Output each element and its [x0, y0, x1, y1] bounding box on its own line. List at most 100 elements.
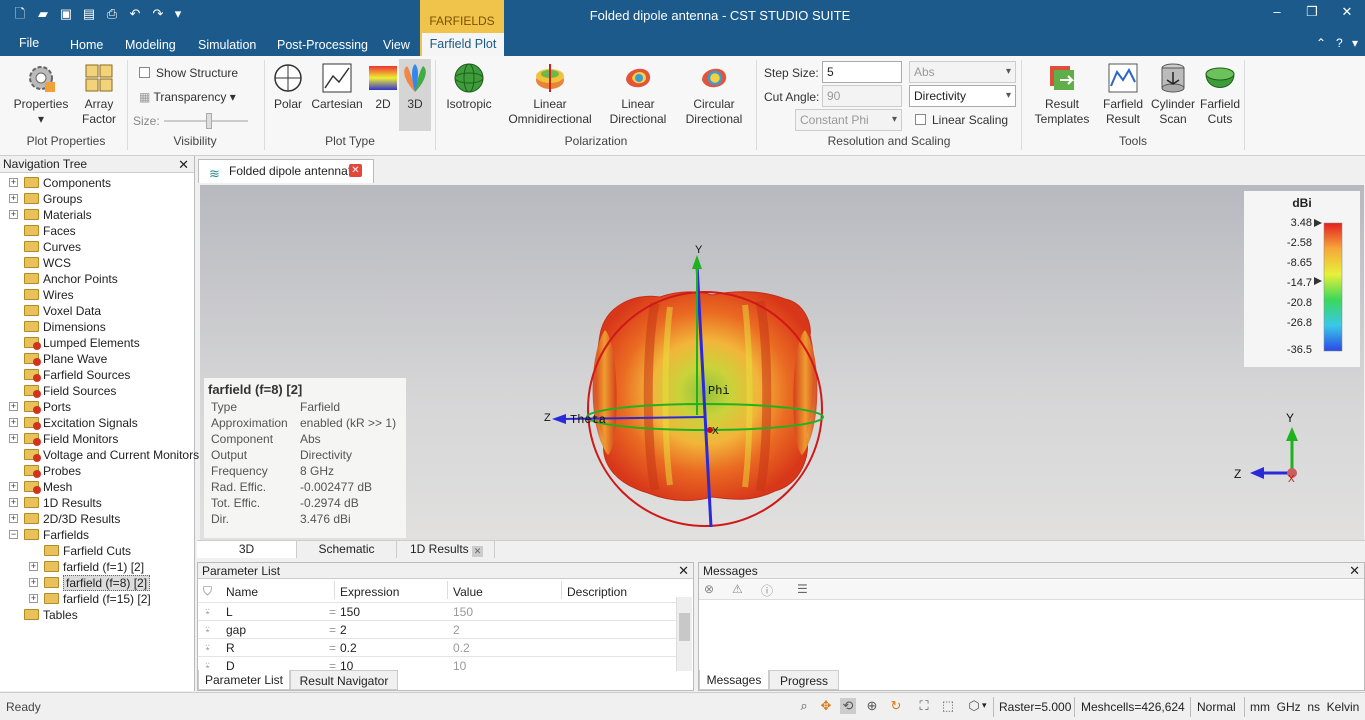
tab-simulation[interactable]: Simulation	[198, 38, 257, 52]
info-filter-icon[interactable]: ⓘ	[761, 584, 774, 598]
close-window-button[interactable]: ✕	[1341, 4, 1353, 19]
close-tab-icon[interactable]: ✕	[349, 164, 362, 177]
zoom-icon[interactable]: ⌕	[800, 698, 808, 713]
filter-icon[interactable]: ⛉	[203, 584, 213, 598]
nav-item[interactable]: WCS	[24, 255, 71, 271]
tab-schematic[interactable]: Schematic	[297, 541, 397, 558]
undo-icon[interactable]: ↶	[129, 6, 141, 21]
isotropic-button[interactable]: Isotropic	[443, 62, 495, 112]
tab-parameter-list[interactable]: Parameter List	[198, 670, 290, 690]
open-folder-icon[interactable]: ▰	[38, 6, 48, 21]
nav-item[interactable]: Faces	[24, 223, 76, 239]
redo-icon[interactable]: ↷	[152, 6, 164, 21]
size-slider[interactable]	[164, 113, 248, 129]
show-structure-checkbox[interactable]: Show Structure	[139, 66, 238, 80]
collapse-ribbon-icon[interactable]: ⌃	[1316, 36, 1327, 50]
nav-item[interactable]: Farfield Sources	[24, 367, 130, 383]
nav-item[interactable]: Voltage and Current Monitors	[24, 447, 199, 463]
linear-omnidirectional-button[interactable]: Linear Omnidirectional	[505, 62, 595, 127]
expand-icon[interactable]: +	[29, 577, 38, 587]
fit-view-icon[interactable]: ⛶	[919, 698, 929, 713]
expand-icon[interactable]: +	[9, 481, 18, 491]
nav-item[interactable]: + farfield (f=15) [2]	[29, 591, 151, 607]
expand-icon[interactable]: +	[9, 497, 18, 507]
nav-item[interactable]: + Excitation Signals	[9, 415, 138, 431]
expand-icon[interactable]: +	[9, 193, 18, 203]
tab-file[interactable]: File	[19, 36, 40, 50]
farfield-cuts-button[interactable]: Farfield Cuts	[1198, 62, 1242, 127]
nav-item[interactable]: + farfield (f=8) [2]	[29, 575, 151, 591]
tab-home[interactable]: Home	[70, 38, 104, 52]
expand-icon[interactable]: +	[9, 209, 18, 219]
help-icon[interactable]: ?	[1336, 36, 1343, 50]
properties-button[interactable]: Properties ▾	[10, 62, 72, 127]
nav-item[interactable]: + Materials	[9, 207, 92, 223]
3d-view[interactable]: Y Z X Phi Theta Y Z X dBi 3.48 -2.58 -8.65…	[200, 185, 1364, 540]
close-icon[interactable]: ✕	[1349, 563, 1360, 578]
document-tab[interactable]: ≋ Folded dipole antenna* ✕	[198, 159, 374, 183]
nav-item[interactable]: Lumped Elements	[24, 335, 140, 351]
customize-toolbar-icon[interactable]: ▾	[174, 6, 182, 21]
nav-item[interactable]: + Groups	[9, 191, 82, 207]
expand-icon[interactable]: +	[9, 433, 18, 443]
nav-item[interactable]: + farfield (f=1) [2]	[29, 559, 144, 575]
zoom-in-icon[interactable]: ⊕	[866, 698, 878, 713]
table-row[interactable]: ⍣ gap = 2 2	[198, 620, 676, 638]
column-header[interactable]: Value	[453, 585, 483, 599]
close-icon[interactable]: ✕	[178, 157, 189, 172]
farfield-result-button[interactable]: Farfield Result	[1100, 62, 1146, 127]
nav-item[interactable]: Wires	[24, 287, 74, 303]
expand-icon[interactable]: +	[29, 561, 38, 571]
nav-item[interactable]: + Ports	[9, 399, 71, 415]
close-icon[interactable]: ✕	[678, 563, 689, 578]
nav-item[interactable]: Probes	[24, 463, 81, 479]
nav-item[interactable]: + Components	[9, 175, 111, 191]
spin-icon[interactable]: ↻	[890, 698, 902, 713]
nav-item[interactable]: Plane Wave	[24, 351, 107, 367]
expand-icon[interactable]: +	[9, 401, 18, 411]
polar-button[interactable]: Polar	[270, 62, 306, 112]
table-row[interactable]: ⍣ D = 10 10	[198, 656, 676, 674]
linear-scaling-checkbox[interactable]: Linear Scaling	[915, 113, 1008, 127]
save-icon[interactable]: ▣	[59, 6, 73, 21]
help-dropdown-icon[interactable]: ▾	[1352, 36, 1359, 50]
nav-item[interactable]: Field Sources	[24, 383, 116, 399]
tab-farfield-plot[interactable]: Farfield Plot	[422, 33, 504, 56]
tab-1d-results[interactable]: 1D Results ✕	[399, 541, 495, 558]
plot-3d-button[interactable]: 3D	[399, 59, 431, 131]
nav-item[interactable]: + Mesh	[9, 479, 72, 495]
tab-progress[interactable]: Progress	[769, 670, 839, 690]
column-header[interactable]: Name	[226, 585, 259, 599]
collapse-icon[interactable]: −	[9, 529, 18, 539]
perspective-icon[interactable]: ⬚	[941, 698, 955, 713]
minimize-button[interactable]: –	[1273, 4, 1281, 19]
column-header[interactable]: Description	[567, 585, 628, 599]
tab-view[interactable]: View	[383, 38, 410, 52]
new-file-icon[interactable]: 🗋	[14, 6, 26, 21]
transparency-dropdown[interactable]: ▦ Transparency ▾	[139, 90, 236, 104]
close-tab-icon[interactable]: ✕	[472, 546, 484, 557]
tab-post-processing[interactable]: Post-Processing	[277, 38, 369, 52]
cut-type-select[interactable]: Constant Phi	[795, 109, 902, 131]
clear-messages-icon[interactable]: ☰	[797, 582, 808, 596]
rotate-icon[interactable]: ⟲	[840, 698, 856, 714]
expand-icon[interactable]: +	[29, 593, 38, 603]
nav-item[interactable]: Voxel Data	[24, 303, 101, 319]
plot-2d-button[interactable]: 2D	[366, 62, 400, 112]
cut-angle-input[interactable]: 90	[822, 85, 902, 107]
array-factor-button[interactable]: Array Factor	[78, 62, 120, 127]
expand-icon[interactable]: +	[9, 177, 18, 187]
step-size-input[interactable]: 5	[822, 61, 902, 83]
error-filter-icon[interactable]: ⊗	[704, 582, 715, 596]
print-icon[interactable]: ⎙	[106, 6, 118, 21]
result-templates-button[interactable]: Result Templates	[1030, 62, 1094, 127]
maximize-button[interactable]: ❐	[1306, 4, 1318, 19]
cylinder-scan-button[interactable]: Cylinder Scan	[1150, 62, 1196, 127]
circular-directional-button[interactable]: Circular Directional	[682, 62, 746, 127]
nav-item[interactable]: +2D/3D Results	[9, 511, 120, 527]
view-cube-icon[interactable]: ⬡	[968, 698, 980, 713]
component-select[interactable]: Abs	[909, 61, 1016, 83]
cartesian-button[interactable]: Cartesian	[310, 62, 364, 112]
output-select[interactable]: Directivity	[909, 85, 1016, 107]
warning-filter-icon[interactable]: ⚠	[732, 582, 743, 596]
